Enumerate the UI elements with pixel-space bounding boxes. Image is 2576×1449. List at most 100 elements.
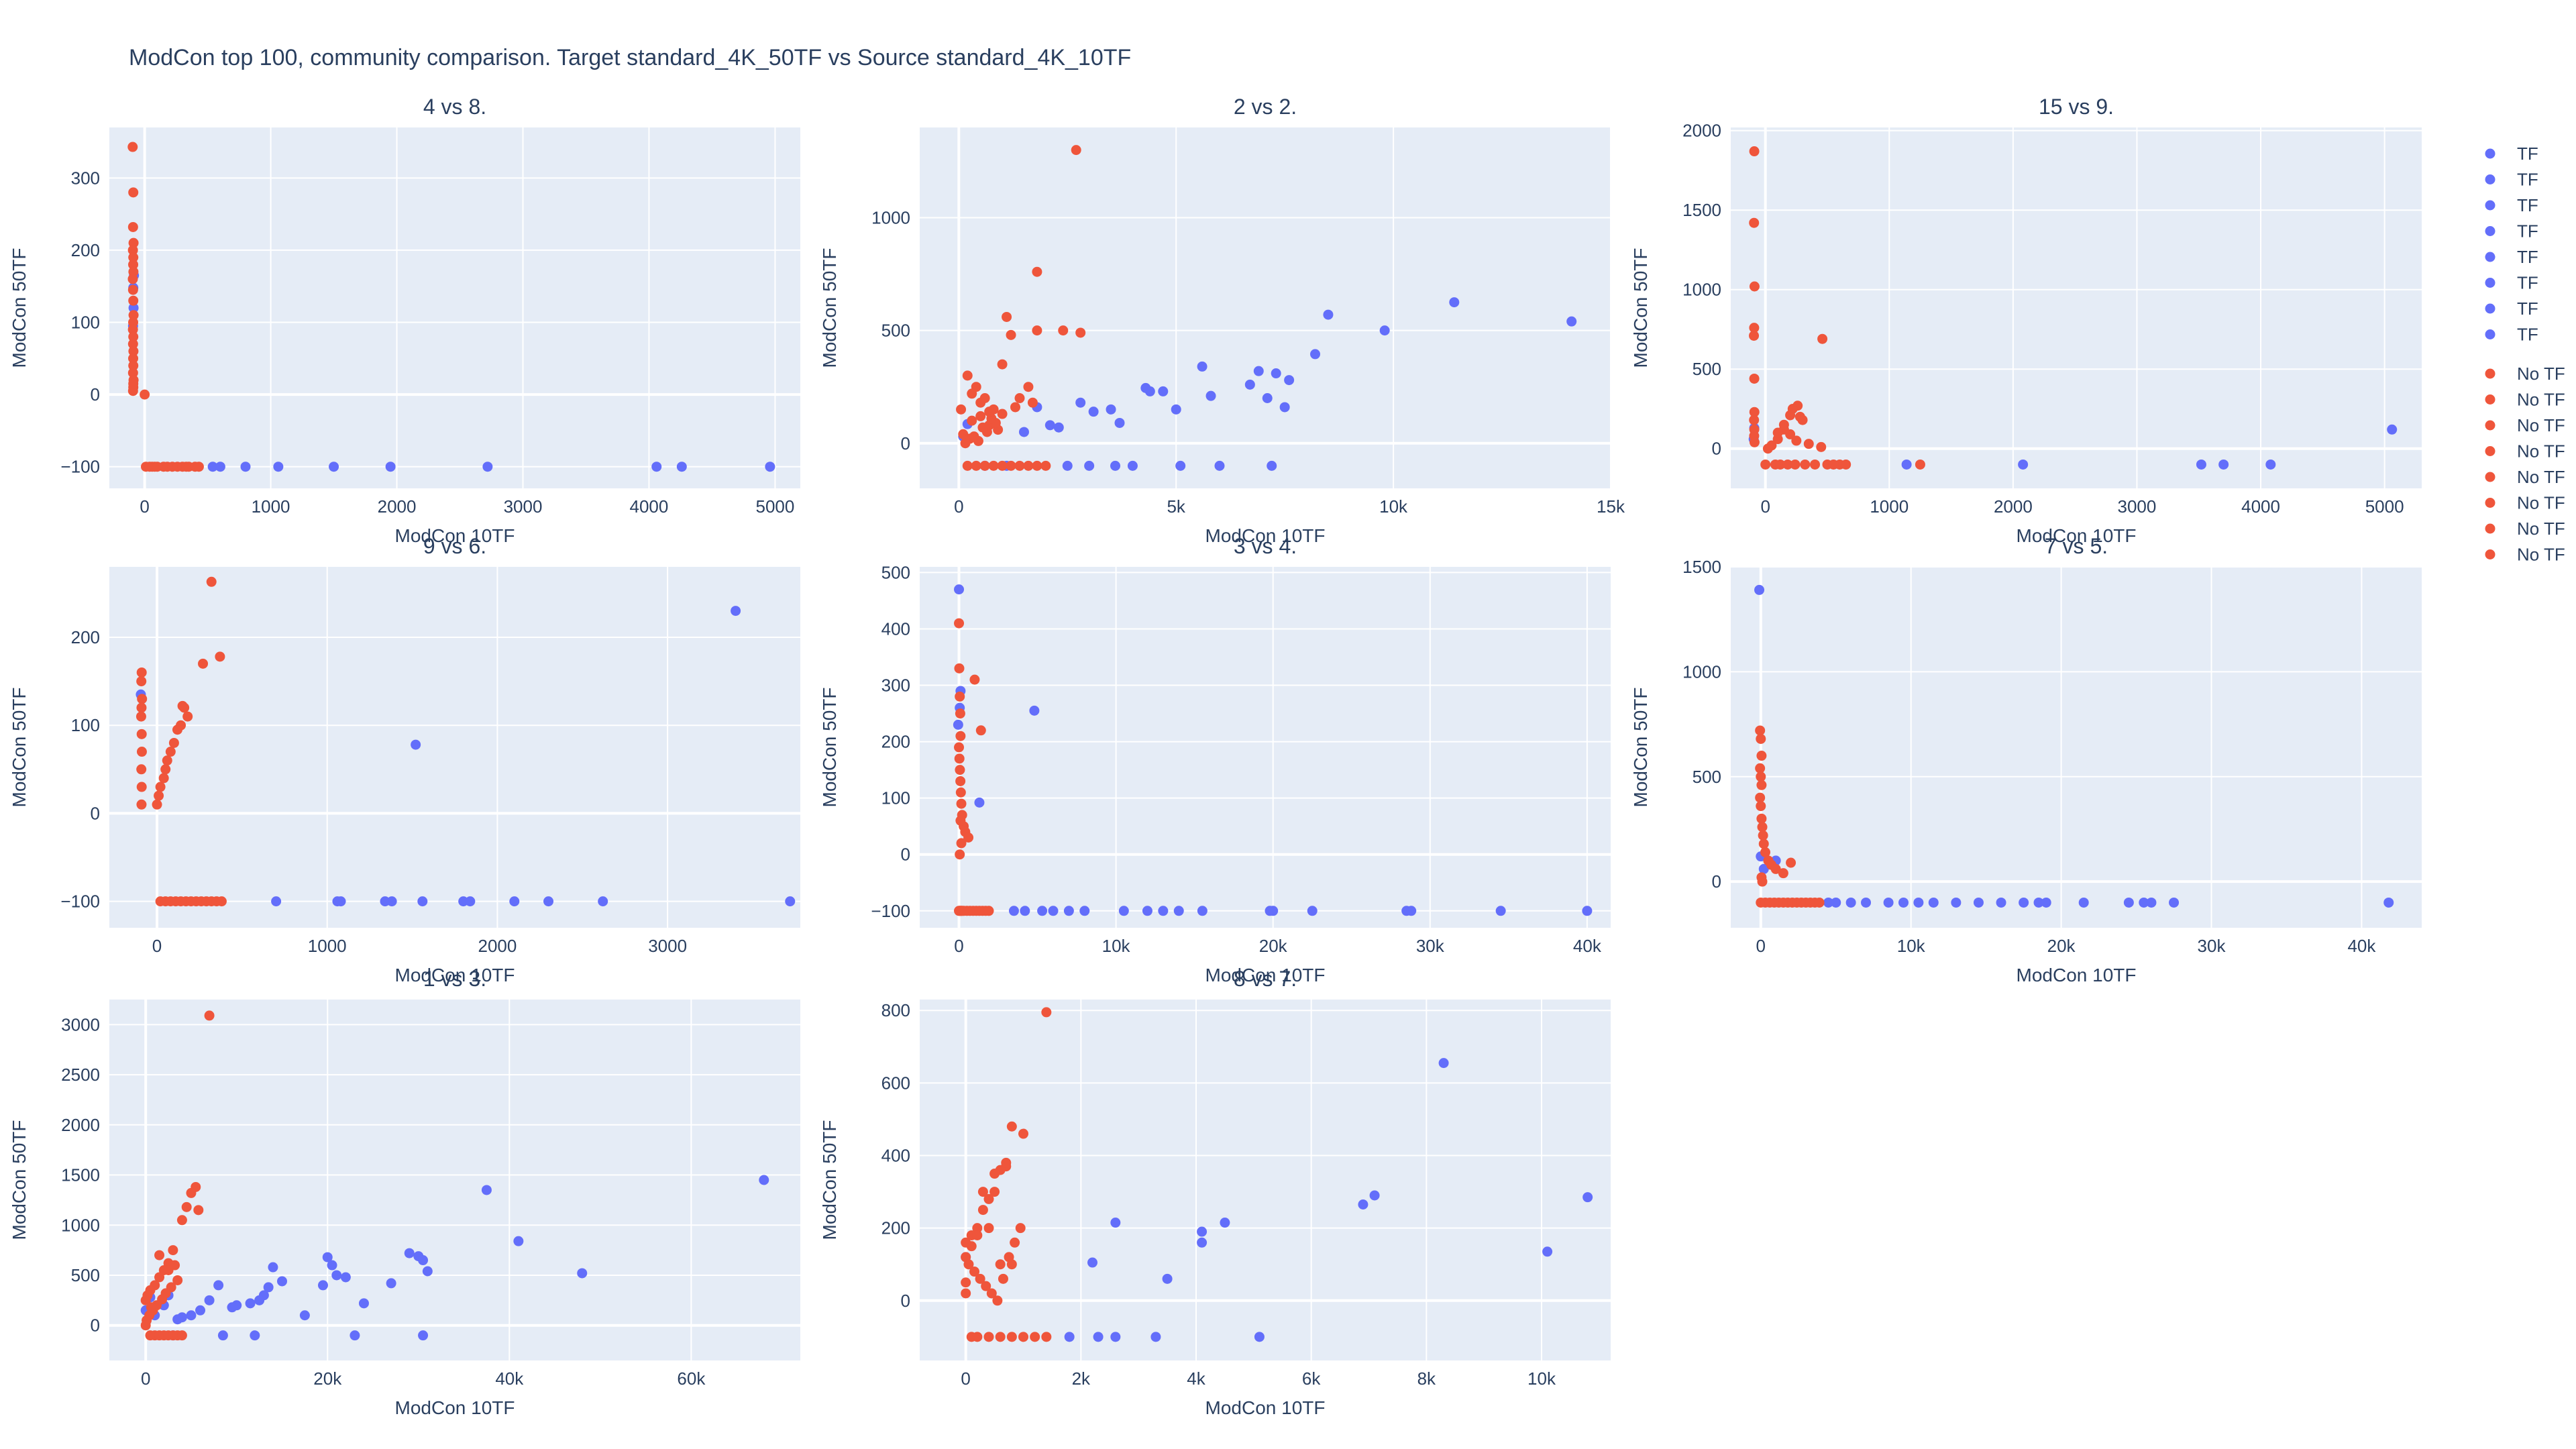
legend-entry[interactable]: No TF: [2485, 519, 2565, 539]
data-point: [1814, 897, 1825, 908]
legend-entry[interactable]: No TF: [2485, 390, 2565, 410]
legend-entry[interactable]: No TF: [2485, 467, 2565, 487]
y-axis-title: ModCon 50TF: [9, 248, 30, 368]
data-point: [983, 1223, 994, 1234]
data-point: [137, 694, 148, 704]
legend-entry[interactable]: TF: [2485, 273, 2538, 293]
data-point: [1279, 402, 1290, 413]
data-point: [1831, 897, 1841, 908]
data-point: [966, 1241, 977, 1252]
legend-entry[interactable]: TF: [2485, 195, 2538, 215]
data-point: [386, 1278, 396, 1289]
data-point: [1205, 390, 1216, 401]
legend-entry[interactable]: No TF: [2485, 364, 2565, 384]
data-point: [1749, 146, 1760, 157]
data-point: [1449, 297, 1460, 308]
data-point: [1810, 459, 1821, 470]
y-tick-label: 200: [71, 627, 100, 647]
data-point: [995, 1332, 1006, 1342]
data-point: [983, 1193, 994, 1204]
legend-entry[interactable]: No TF: [2485, 415, 2565, 435]
series-tf: [1754, 584, 2394, 908]
x-tick-label: 0: [140, 496, 149, 517]
data-point: [482, 462, 493, 472]
data-point: [385, 462, 396, 472]
data-point: [140, 389, 150, 400]
data-point: [128, 259, 139, 270]
y-tick-label: 300: [881, 676, 910, 696]
data-point: [1749, 437, 1760, 447]
legend-entry[interactable]: No TF: [2485, 441, 2565, 462]
x-tick-label: 10k: [1102, 936, 1131, 956]
data-point: [1268, 906, 1279, 916]
legend-entry[interactable]: No TF: [2485, 493, 2565, 513]
data-point: [1996, 897, 2006, 908]
data-point: [1071, 145, 1081, 156]
legend-entry[interactable]: TF: [2485, 325, 2538, 345]
y-tick-label: 1000: [1682, 280, 1721, 300]
legend-entry[interactable]: TF: [2485, 247, 2538, 267]
data-point: [981, 1281, 991, 1291]
data-point: [2019, 897, 2029, 908]
data-point: [1093, 1332, 1104, 1342]
data-point: [250, 1330, 260, 1341]
data-point: [2196, 459, 2206, 470]
series-no-tf: [956, 145, 1086, 471]
data-point: [128, 331, 139, 342]
x-tick-label: 0: [954, 936, 963, 956]
data-point: [1758, 863, 1769, 874]
data-point: [1253, 366, 1264, 376]
data-point: [1030, 1332, 1040, 1342]
data-point: [998, 1273, 1008, 1284]
x-tick-label: 0: [961, 1368, 970, 1389]
y-tick-label: 0: [901, 433, 910, 453]
data-point: [731, 606, 741, 616]
data-point: [136, 702, 147, 713]
data-point: [1127, 460, 1138, 471]
legend-label: No TF: [2517, 441, 2565, 462]
legend-entry[interactable]: TF: [2485, 144, 2538, 164]
data-point: [676, 462, 687, 472]
y-tick-label: 0: [91, 803, 100, 823]
legend-entry[interactable]: TF: [2485, 299, 2538, 319]
data-point: [1823, 897, 1834, 908]
data-point: [2218, 459, 2229, 470]
data-point: [1002, 311, 1012, 322]
x-tick-label: 0: [1760, 496, 1770, 517]
legend-entry[interactable]: TF: [2485, 170, 2538, 190]
data-point: [1140, 382, 1151, 393]
data-point: [995, 1259, 1006, 1270]
legend-entry[interactable]: No TF: [2485, 545, 2565, 565]
data-point: [417, 896, 428, 907]
data-point: [962, 460, 973, 471]
data-point: [1438, 1058, 1449, 1069]
y-tick-label: 0: [1712, 871, 1721, 892]
x-tick-label: 1000: [308, 936, 347, 956]
data-point: [1786, 857, 1796, 868]
legend-entry[interactable]: TF: [2485, 221, 2538, 241]
data-point: [972, 1332, 983, 1342]
data-point: [254, 1295, 265, 1305]
data-point: [186, 1310, 197, 1321]
data-point: [983, 1332, 994, 1342]
data-point: [162, 755, 172, 766]
data-point: [193, 462, 204, 472]
series-tf: [127, 270, 775, 472]
subplot-2: 0 5k 10k 15k 0 500 1000 2 vs 2. ModCon 10TF ModCo…: [819, 95, 1625, 546]
data-point: [967, 415, 977, 426]
data-point: [2265, 459, 2276, 470]
subplot-title: 8 vs 7.: [1234, 967, 1297, 991]
data-point: [1001, 1157, 1012, 1168]
data-point: [954, 753, 965, 764]
data-point: [207, 462, 218, 472]
subplot-4: 0 1000 2000 3000 −100 0 100 200 9 vs 6. ModCon 10…: [9, 534, 800, 985]
data-point: [1162, 1273, 1173, 1284]
subplot-7: 0 20k 40k 60k 0 500 1000 1500 2000 2500 3000 1 vs 3…: [9, 967, 800, 1418]
data-point: [1749, 217, 1760, 228]
data-point: [955, 849, 965, 860]
legend-marker: [2485, 472, 2496, 482]
data-point: [1175, 460, 1186, 471]
data-point: [165, 747, 176, 757]
data-point: [1173, 906, 1184, 916]
data-point: [1379, 325, 1390, 336]
